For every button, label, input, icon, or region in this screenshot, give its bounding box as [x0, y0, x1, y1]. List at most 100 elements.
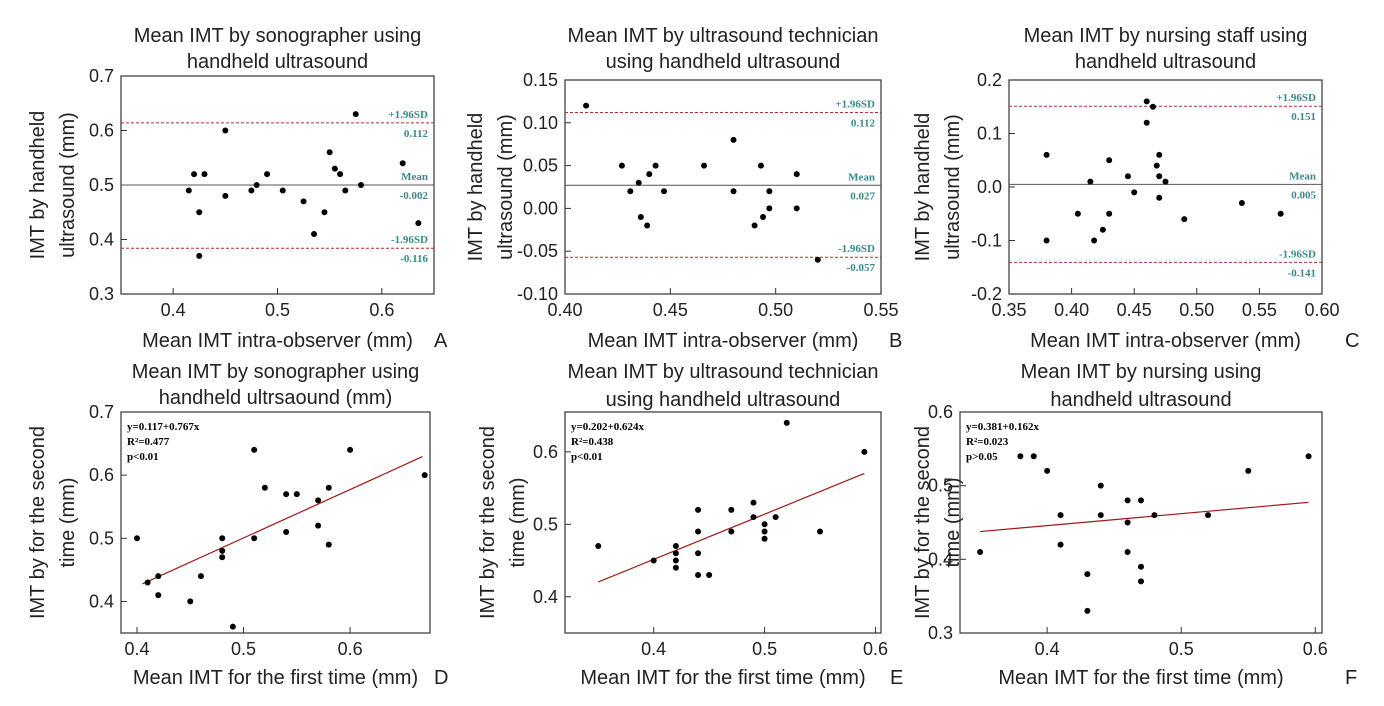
y-tick-label: -0.10 — [517, 284, 558, 304]
plot-frame — [120, 411, 431, 634]
data-point — [793, 171, 800, 178]
data-point — [672, 543, 679, 550]
x-tick-label: 0.45 — [653, 300, 688, 320]
data-point — [219, 547, 226, 554]
data-point — [1091, 237, 1098, 244]
chart-title-line: Mean IMT by sonographer using — [134, 25, 422, 47]
y-axis-label-line: time (mm) — [942, 478, 964, 568]
y-tick-label: 0.6 — [89, 465, 114, 485]
y-axis-label-line: ultrasound (mm) — [942, 114, 964, 260]
data-point — [1149, 103, 1156, 110]
x-tick-label: 0.6 — [369, 300, 394, 320]
y-tick-label: 0.3 — [928, 623, 953, 643]
data-point — [1205, 512, 1212, 519]
data-point — [977, 548, 984, 555]
x-tick-label: 0.6 — [338, 639, 363, 659]
data-point — [761, 535, 768, 542]
data-point — [766, 205, 773, 212]
data-point — [325, 541, 332, 548]
data-point — [1057, 541, 1064, 548]
data-point — [695, 572, 702, 579]
data-point — [187, 598, 194, 605]
data-point — [347, 446, 354, 453]
data-point — [1124, 497, 1131, 504]
reference-line-value: -0.002 — [400, 190, 429, 202]
chart-title-line: using handheld ultrasound — [606, 51, 841, 73]
regression-stat: p>0.05 — [966, 451, 998, 463]
data-point — [1074, 210, 1081, 217]
data-point — [728, 506, 735, 513]
y-axis-label-line: time (mm) — [57, 478, 79, 568]
y-tick-label: 0.10 — [523, 113, 558, 133]
data-point — [793, 205, 800, 212]
y-tick-label: 0.2 — [977, 70, 1002, 90]
reference-line-label: +1.96SD — [835, 99, 875, 111]
panel-b: Mean IMT by ultrasound technician using h… — [465, 25, 902, 352]
y-tick-label: 0.00 — [523, 198, 558, 218]
x-tick-label: 0.45 — [1117, 300, 1152, 320]
data-point — [222, 192, 229, 199]
data-point — [321, 209, 328, 216]
data-point — [251, 446, 258, 453]
x-tick-label: 0.40 — [1054, 300, 1089, 320]
data-point — [155, 592, 162, 599]
data-point — [191, 171, 198, 178]
data-point — [1106, 157, 1113, 164]
data-point — [133, 535, 140, 542]
data-point — [197, 573, 204, 580]
y-tick-label: 0.4 — [89, 591, 114, 611]
reference-line-value: 0.112 — [404, 128, 429, 140]
data-point — [1044, 467, 1051, 474]
data-point — [730, 188, 737, 195]
data-point — [650, 557, 657, 564]
y-tick-label: 0.0 — [977, 177, 1002, 197]
panel-letter: B — [889, 330, 902, 352]
chart-title-line: Mean IMT by ultrasound technician — [568, 361, 879, 383]
reference-line-label: -1.96SD — [391, 234, 428, 246]
data-point — [706, 572, 713, 579]
x-tick-label: 0.35 — [991, 300, 1026, 320]
regression-stat: R²=0.438 — [571, 436, 614, 448]
y-tick-label: 0.6 — [928, 402, 953, 422]
x-axis-label: Mean IMT for the first time (mm) — [998, 667, 1283, 689]
data-point — [1238, 200, 1245, 207]
data-point — [1156, 194, 1163, 201]
data-point — [672, 557, 679, 564]
data-point — [728, 528, 735, 535]
data-point — [1138, 497, 1144, 504]
data-point — [1124, 173, 1131, 180]
x-tick-label: 0.40 — [547, 300, 582, 320]
y-tick-label: 0.15 — [523, 70, 558, 90]
reference-line-label: -1.96SD — [838, 243, 875, 255]
y-axis-label-line: IMT by handheld — [465, 113, 487, 262]
data-point — [357, 182, 364, 188]
panel-d: Mean IMT by sonographer using handheld ul… — [27, 361, 448, 689]
regression-stat: y=0.117+0.767x — [127, 421, 200, 433]
x-tick-label: 0.50 — [758, 300, 793, 320]
data-point — [618, 162, 625, 169]
y-axis-label-line: ultrasound (mm) — [495, 114, 517, 260]
data-point — [1124, 519, 1131, 526]
data-point — [695, 550, 702, 557]
y-tick-label: -0.05 — [517, 241, 558, 261]
x-tick-label: 0.5 — [752, 639, 777, 659]
reference-line-value: 0.005 — [1291, 189, 1316, 201]
data-point — [701, 162, 708, 169]
y-tick-label: 0.4 — [928, 549, 953, 569]
data-point — [1305, 453, 1312, 460]
plot-frame — [959, 411, 1323, 634]
y-tick-label: 0.5 — [928, 476, 953, 496]
data-point — [283, 491, 290, 498]
regression-line — [142, 456, 423, 585]
data-point — [253, 182, 260, 188]
data-point — [1084, 607, 1091, 614]
data-point — [750, 499, 757, 506]
data-point — [331, 165, 338, 172]
chart-title-line: Mean IMT by ultrasound technician — [568, 25, 879, 47]
data-point — [1106, 210, 1113, 217]
data-point — [595, 543, 602, 550]
regression-stat: y=0.202+0.624x — [571, 421, 645, 433]
data-point — [1099, 226, 1106, 233]
data-point — [646, 171, 653, 178]
plot-frame — [1008, 79, 1323, 295]
